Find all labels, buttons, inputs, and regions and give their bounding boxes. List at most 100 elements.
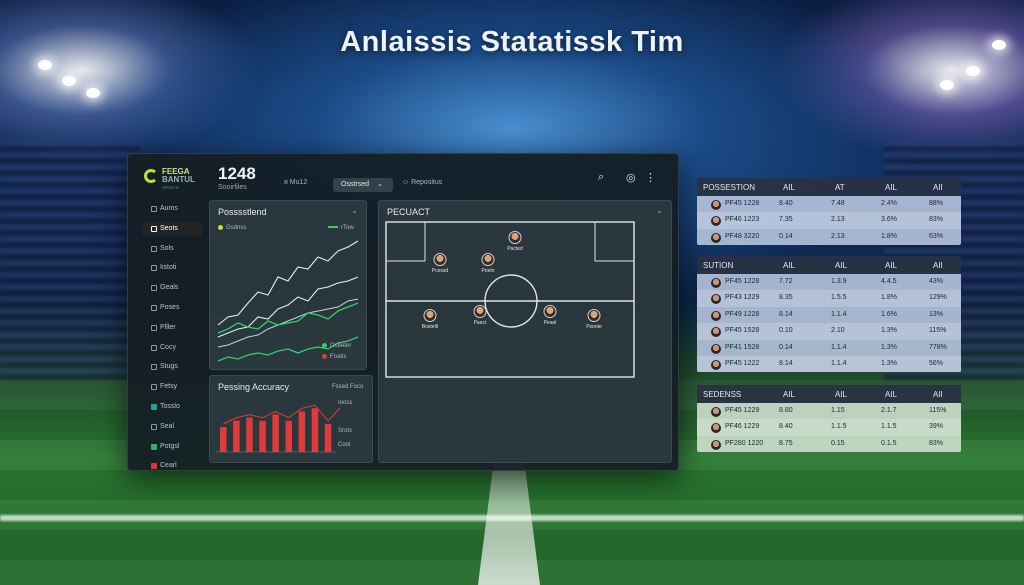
player-avatar [711, 327, 721, 338]
nav-icon [151, 285, 157, 292]
bar [298, 411, 306, 452]
sidebar-item[interactable]: Aums [142, 202, 204, 222]
table-row[interactable]: PF45 1228 7.72 1.3.9 4.4.5 43% [697, 274, 961, 290]
sidebar-item[interactable]: Sols [142, 242, 204, 262]
sidebar-item-label: Stugs [160, 363, 178, 371]
stat-cell: 0.1.5 [881, 439, 897, 447]
column-header: AIL [783, 261, 796, 270]
table-body: PF45 1228 7.72 1.3.9 4.4.5 43% PF43 1229 8.35 1… [697, 274, 961, 373]
player-name: Peaol [543, 320, 557, 326]
table-row[interactable]: PF45 1229 8.80 1.15 2.1.7 115% [697, 403, 961, 419]
sidebar-item-label: Potgsl [160, 442, 180, 450]
search-icon[interactable]: ⌕ [598, 171, 605, 183]
chevron-down-icon[interactable]: ⌄ [656, 206, 663, 215]
column-header: AIL [885, 261, 898, 270]
player-avatar[interactable] [481, 253, 495, 266]
sidebar-item[interactable]: Potgsl [142, 440, 204, 460]
player-avatar [711, 343, 721, 354]
nav-icon [151, 324, 157, 331]
sidebar-item[interactable]: Cocy [142, 341, 204, 361]
bar [233, 420, 240, 452]
stat-cell: 2.13 [831, 216, 845, 224]
nav-icon [151, 245, 157, 252]
stat-cell: 1.3% [881, 343, 897, 351]
player-avatar [711, 423, 721, 434]
table-body: PF45 1229 8.80 1.15 2.1.7 115% PF46 1229 8.40 1… [697, 403, 961, 452]
possession-table: POSSESTION AIL AT AIL AII PF45 1228 8.40 7… [697, 178, 961, 246]
stat-cell: 2.13 [831, 232, 845, 240]
panel-title: PECUACT [387, 207, 431, 217]
sidebar-item[interactable]: Cearl [142, 459, 204, 479]
table-row[interactable]: PF45 1528 0.10 2.10 1.3% 115% [697, 323, 961, 340]
table-row[interactable]: PF43 1229 8.35 1.5.5 1.8% 129% [697, 290, 961, 307]
player-id-cell: PF43 1229 [725, 294, 760, 302]
stat-cell: 1.3% [881, 327, 897, 335]
settings-icon[interactable]: ◎ [626, 172, 636, 184]
player-avatar[interactable] [508, 231, 522, 244]
table-row[interactable]: PF45 1222 8.14 1.1.4 1.3% 56% [697, 355, 961, 373]
table-row[interactable]: PF46 1223 7.35 2.13 3.6% 83% [697, 212, 961, 229]
table-row[interactable]: PF49 1228 8.14 1.1.4 1.6% 13% [697, 307, 961, 323]
bar [246, 417, 253, 452]
table-row[interactable]: PF46 1229 8.40 1.1.5 1.1.5 39% [697, 419, 961, 436]
menu-icon[interactable]: ⋮ [645, 172, 656, 184]
player-avatar[interactable] [543, 305, 557, 318]
stat-cell: 1.6% [881, 310, 897, 318]
column-header: AIL [885, 390, 898, 399]
legend-label: Cooi [338, 442, 351, 448]
sidebar-item-label: Sols [160, 244, 174, 252]
sidebar-item[interactable]: Iistoti [142, 261, 204, 281]
sidebar-item[interactable]: Plller [142, 321, 204, 341]
chevron-down-icon[interactable]: ⌄ [351, 206, 358, 215]
player-avatar[interactable] [433, 253, 447, 266]
formation-panel: PECUACT ⌄ Pcessd Poeto Pacted Bosteltl P… [378, 200, 672, 463]
table-row[interactable]: PF41 1528 0.14 1.1.4 1.3% 778% [697, 340, 961, 356]
toolbar-item-mu[interactable]: ᴙ Mu12 [284, 179, 308, 186]
stat-cell: 7.35 [779, 216, 793, 224]
player-avatar [711, 232, 721, 243]
table-row[interactable]: PF45 1228 8.40 7.48 2.4% 88% [697, 196, 961, 212]
column-header: AIL [783, 390, 796, 399]
sidebar-item[interactable]: Tosslo [142, 400, 204, 420]
floodlight-right [966, 66, 980, 76]
pitch-halfway-line [0, 515, 1024, 521]
stat-cell: 1.8% [881, 232, 897, 240]
legend-item: Foatis [322, 354, 346, 360]
kpi-summary: 1248 Sooirfiles [218, 164, 256, 191]
stat-cell: 39% [929, 423, 944, 431]
stat-cell: 83% [929, 216, 944, 224]
sedenss-table: SEDENSS AIL AIL AIL AII PF45 1229 8.80 1.1… [697, 385, 961, 453]
player-avatar[interactable] [473, 305, 487, 318]
player-avatar[interactable] [587, 309, 601, 322]
possession-line-chart [217, 240, 359, 362]
stat-cell: 115% [929, 407, 947, 414]
table-row[interactable]: PF280 1220 8.75 0.15 0.1.5 83% [697, 436, 961, 452]
sidebar-item[interactable]: Stugs [142, 360, 204, 380]
floodlight-left [38, 60, 52, 70]
sidebar-item[interactable]: Seal [142, 420, 204, 440]
sidebar-item[interactable]: Geals [142, 281, 204, 301]
table-title: SUTION [703, 261, 734, 270]
app-logo[interactable]: FEEGA BANTUL SPORTS [144, 166, 200, 190]
sidebar-item-label: Geals [160, 284, 179, 292]
player-avatar[interactable] [423, 309, 437, 322]
stat-cell: 63% [929, 232, 944, 240]
player-avatar [711, 294, 721, 305]
column-header: AII [933, 183, 943, 192]
legend-label: Iooss [338, 400, 353, 406]
toolbar-dropdown[interactable]: Osstrsed ⌄ [333, 178, 393, 192]
table-row[interactable]: PF48 3220 0.14 2.13 1.8% 63% [697, 229, 961, 245]
toolbar-item-repositus[interactable]: ☺ Repositus [402, 179, 443, 186]
sidebar-item[interactable]: Poses [142, 301, 204, 321]
sidebar: Aums Seots Sols Iistoti Geals Poses Plll… [142, 202, 204, 479]
player-name: Bosteltl [421, 324, 439, 330]
bar [285, 420, 292, 452]
legend-label: rTow [341, 225, 354, 231]
stat-cell: 8.35 [779, 294, 793, 302]
line-series [217, 336, 359, 362]
sidebar-item-label: Cearl [160, 462, 177, 470]
sidebar-item[interactable]: Fetsy [142, 380, 204, 400]
bar [311, 408, 319, 452]
legend-label: Fssed Foco [332, 384, 364, 390]
sidebar-item-active[interactable]: Seots [142, 221, 204, 242]
